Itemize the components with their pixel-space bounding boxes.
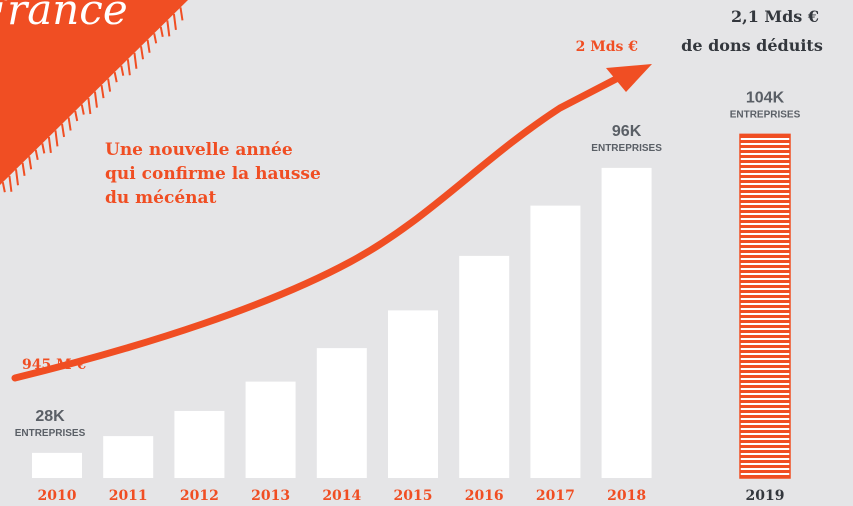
- value-label: 96K: [612, 123, 642, 140]
- fringe-tick: [54, 130, 59, 147]
- value-unit: ENTREPRISES: [15, 428, 86, 439]
- x-tick-label: 2015: [394, 488, 433, 504]
- x-tick-label: 2014: [322, 488, 361, 504]
- x-tick-label: 2019: [746, 488, 785, 504]
- value-unit: ENTREPRISES: [730, 109, 801, 120]
- fringe-tick: [107, 78, 112, 92]
- value-label: 104K: [746, 89, 785, 106]
- fringe-tick: [41, 143, 46, 154]
- fringe-tick: [140, 46, 144, 60]
- annotation: 2,1 Mds €: [731, 7, 819, 26]
- bar: [32, 452, 82, 478]
- fringe-tick: [21, 162, 26, 176]
- fringe: [1, 7, 184, 193]
- fringe-tick: [179, 7, 184, 21]
- fringe-tick: [28, 156, 33, 170]
- fringe-tick: [61, 123, 66, 138]
- fringe-tick: [34, 149, 39, 161]
- bar: [601, 167, 652, 478]
- annotation: qui confirme la hausse: [105, 164, 321, 184]
- annotation: 2 Mds €: [576, 39, 639, 55]
- fringe-tick: [133, 52, 138, 69]
- fringe-tick: [93, 91, 98, 108]
- fringe-tick: [100, 84, 105, 99]
- bar: [459, 255, 510, 478]
- fringe-tick: [67, 117, 72, 131]
- value-unit: ENTREPRISES: [591, 143, 662, 154]
- fringe-tick: [47, 136, 52, 154]
- bar: [245, 381, 296, 478]
- fringe-tick: [153, 33, 158, 44]
- annotation: Une nouvelle année: [105, 140, 293, 160]
- arrow-head: [606, 64, 652, 92]
- annotation: de dons déduits: [681, 36, 823, 55]
- fringe-tick: [146, 39, 151, 53]
- fringe-tick: [87, 97, 92, 115]
- x-tick-label: 2010: [38, 488, 77, 504]
- trend-arrow: [11, 74, 622, 382]
- fringe-tick: [80, 104, 85, 115]
- fringe-tick: [113, 71, 118, 83]
- fringe-tick: [74, 110, 79, 122]
- bar: [103, 436, 154, 478]
- fringe-tick: [166, 20, 171, 37]
- fringe-tick: [172, 13, 177, 30]
- x-tick-label: 2018: [607, 488, 646, 504]
- fringe-tick: [8, 175, 13, 192]
- bar: [739, 133, 791, 479]
- bar: [174, 410, 225, 478]
- bar: [388, 310, 438, 478]
- fringe-tick: [120, 65, 125, 76]
- annotation: du mécénat: [105, 188, 217, 208]
- chart-title: France: [0, 0, 128, 34]
- x-tick-label: 2016: [465, 488, 504, 504]
- corner-banner: [0, 0, 188, 185]
- bar: [530, 205, 581, 478]
- value-label: 28K: [35, 408, 65, 425]
- x-tick-label: 2012: [180, 488, 219, 504]
- x-tick-label: 2017: [536, 488, 575, 504]
- annotation: 945 M €: [22, 357, 86, 373]
- fringe-tick: [14, 169, 19, 186]
- x-tick-label: 2011: [109, 488, 148, 504]
- fringe-tick: [126, 59, 131, 76]
- fringe-tick: [1, 182, 6, 193]
- x-tick-label: 2013: [251, 488, 290, 504]
- bar: [316, 348, 367, 478]
- fringe-tick: [159, 26, 164, 38]
